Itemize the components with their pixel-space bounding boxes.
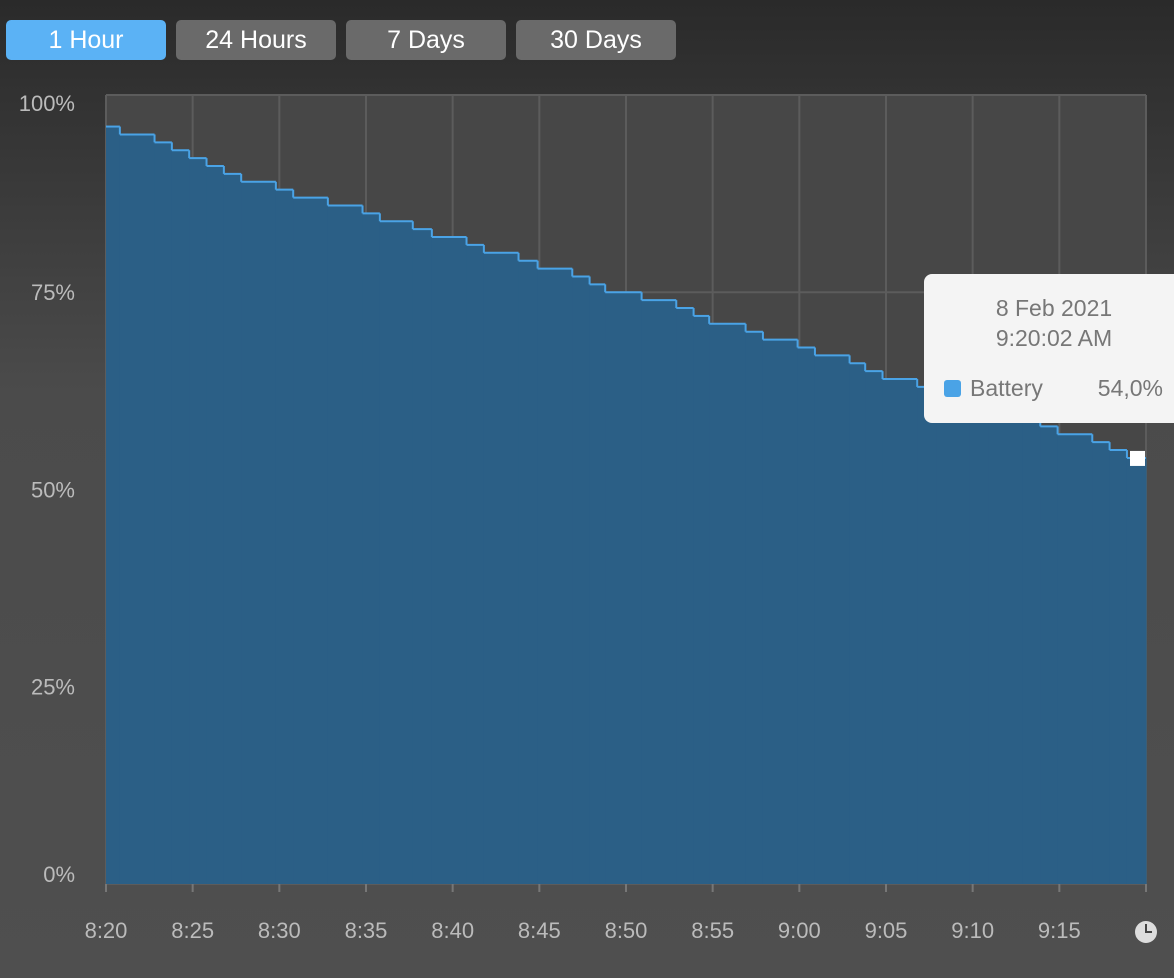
x-tick-label: 9:10 <box>951 918 994 943</box>
area-step <box>379 221 414 885</box>
area-step <box>1109 450 1128 884</box>
range-tab[interactable]: 24 Hours <box>176 20 336 60</box>
x-tick-label: 9:15 <box>1038 918 1081 943</box>
y-tick-label: 0% <box>43 862 75 887</box>
range-tab[interactable]: 30 Days <box>516 20 676 60</box>
area-step <box>171 150 190 885</box>
area-step <box>1126 457 1147 884</box>
area-step <box>189 158 208 884</box>
area-step <box>849 363 866 884</box>
area-step <box>1040 426 1059 884</box>
area-step <box>362 213 381 885</box>
area-step <box>206 166 225 884</box>
area-step <box>917 386 937 884</box>
tooltip: 8 Feb 2021 9:20:02 AM Battery 54,0% <box>924 274 1174 423</box>
x-tick-label: 8:55 <box>691 918 734 943</box>
y-tick-label: 75% <box>31 280 75 305</box>
area-step <box>154 142 173 885</box>
area-step <box>275 189 294 884</box>
area-step <box>412 229 433 884</box>
range-tab[interactable]: 1 Hour <box>6 20 166 60</box>
area-step <box>537 268 573 885</box>
tooltip-series: Battery <box>970 375 1043 401</box>
x-tick-label: 9:05 <box>865 918 908 943</box>
area-step <box>676 308 695 884</box>
range-tab[interactable]: 7 Days <box>346 20 506 60</box>
area-step <box>572 276 591 885</box>
area-step <box>693 315 710 884</box>
x-tick-label: 8:25 <box>171 918 214 943</box>
area-step <box>293 197 329 884</box>
x-tick-label: 8:50 <box>605 918 648 943</box>
area-step <box>483 252 520 885</box>
area-step <box>865 371 884 884</box>
y-tick-label: 25% <box>31 675 75 700</box>
tooltip-box <box>924 274 1174 423</box>
area-step <box>1092 442 1111 884</box>
x-tick-label: 8:40 <box>431 918 474 943</box>
tooltip-swatch <box>944 380 961 397</box>
tooltip-time: 9:20:02 AM <box>996 325 1112 351</box>
area-step <box>431 237 468 884</box>
area-step <box>241 181 277 885</box>
clock-icon <box>1135 921 1157 943</box>
area-step <box>589 284 606 884</box>
area-step <box>223 173 242 884</box>
area-step <box>327 205 364 884</box>
y-tick-label: 50% <box>31 477 75 502</box>
plot: 0% 25% 50% 75% 100% 8:20 8:25 8:30 8:35 8:40 8:45 8… <box>19 91 1147 943</box>
x-tick-label: 8:35 <box>345 918 388 943</box>
x-tick-label: 9:00 <box>778 918 821 943</box>
clock-hands <box>1145 924 1152 933</box>
x-tick-label: 8:20 <box>85 918 128 943</box>
area-step <box>605 292 643 884</box>
area-step <box>882 379 918 884</box>
y-tick-label: 100% <box>19 91 75 116</box>
area-step <box>745 331 764 884</box>
area-step <box>797 347 816 885</box>
area-step <box>988 410 1024 884</box>
area-step <box>641 300 677 884</box>
area-step <box>1022 418 1041 884</box>
x-tick-label: 8:45 <box>518 918 561 943</box>
tooltip-date: 8 Feb 2021 <box>996 295 1112 321</box>
area-step <box>1057 434 1093 884</box>
tooltip-value: 54,0% <box>1098 375 1163 401</box>
area-step <box>814 355 851 884</box>
area-step <box>936 394 970 884</box>
area-step <box>518 260 539 884</box>
area-step <box>106 126 121 884</box>
area-step <box>466 244 485 884</box>
hover-marker <box>1130 450 1145 466</box>
area-step <box>119 134 156 884</box>
area-step <box>969 402 989 884</box>
area-step <box>762 339 799 885</box>
area-step <box>709 323 747 884</box>
x-tick-label: 8:30 <box>258 918 301 943</box>
